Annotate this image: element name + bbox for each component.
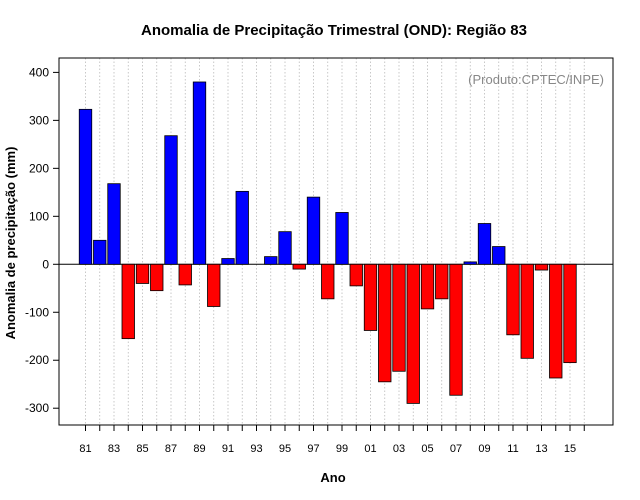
bar-05 [420, 263, 435, 310]
y-tick-label: -100 [25, 305, 49, 319]
x-tick-label: 81 [79, 443, 91, 455]
bar-92 [235, 190, 249, 265]
bar-98 [321, 263, 335, 300]
bar-91 [221, 258, 235, 265]
x-tick-label: 11 [507, 443, 518, 455]
bar-84 [121, 263, 135, 340]
bar-89 [192, 81, 207, 265]
bar-90 [207, 263, 221, 307]
y-tick-label: 0 [42, 257, 49, 271]
x-axis-label: Ano [320, 470, 345, 485]
bar-00 [349, 263, 363, 287]
bar-14 [549, 263, 563, 379]
bar-12 [520, 263, 534, 359]
credit-text: (Produto:CPTEC/INPE) [468, 72, 604, 87]
x-tick-label: 93 [250, 443, 262, 455]
y-tick-label: -200 [25, 353, 49, 367]
bar-series [78, 81, 577, 404]
bar-11 [506, 263, 520, 336]
y-tick-label: 200 [29, 161, 49, 175]
x-tick-label: 01 [364, 443, 376, 455]
y-axis-label: Anomalia de precipitação (mm) [3, 147, 18, 340]
bar-96 [292, 263, 306, 270]
plot-frame [58, 57, 614, 426]
y-tick-label: 100 [29, 209, 49, 223]
bar-08 [463, 261, 477, 265]
bar-88 [178, 263, 192, 286]
bar-99 [335, 212, 349, 265]
x-tick-label: 13 [535, 443, 547, 455]
bar-85 [135, 263, 150, 284]
x-tick-label: 85 [136, 443, 148, 455]
x-tick-label: 89 [193, 443, 205, 455]
x-axis: 81 83 85 87 89 91 93 95 97 99 01 03 05 07 09 11 13 15 [79, 425, 585, 455]
bar-94 [264, 256, 278, 265]
bar-02 [378, 263, 392, 383]
x-tick-label: 95 [279, 443, 291, 455]
x-tick-label: 07 [450, 443, 462, 455]
bar-09 [477, 223, 492, 265]
bar-81 [78, 108, 93, 265]
bar-86 [150, 263, 164, 292]
y-tick-label: -300 [25, 401, 49, 415]
bar-95 [278, 231, 292, 265]
bar-15 [563, 263, 577, 364]
x-tick-label: 87 [165, 443, 177, 455]
x-tick-label: 83 [108, 443, 120, 455]
bar-01 [363, 263, 378, 331]
x-tick-label: 91 [222, 443, 234, 455]
bar-97 [306, 196, 321, 265]
x-tick-label: 15 [564, 443, 576, 455]
bar-87 [164, 135, 178, 265]
y-axis: -300 -200 -100 0 100 200 300 400 [25, 65, 59, 415]
bar-13 [534, 263, 549, 271]
bar-04 [406, 263, 420, 404]
bar-06 [435, 263, 449, 300]
x-tick-label: 05 [421, 443, 433, 455]
bar-83 [107, 183, 121, 265]
y-tick-label: 400 [29, 65, 49, 79]
x-tick-label: 03 [393, 443, 405, 455]
grid-lines [85, 58, 585, 425]
bar-10 [492, 246, 506, 265]
x-tick-label: 09 [478, 443, 490, 455]
bar-82 [93, 239, 107, 265]
x-tick-label: 97 [307, 443, 319, 455]
chart-title: Anomalia de Precipitação Trimestral (OND… [141, 22, 527, 39]
bar-03 [392, 263, 406, 372]
x-tick-label: 99 [336, 443, 348, 455]
y-tick-label: 300 [29, 113, 49, 127]
bar-07 [449, 263, 463, 396]
